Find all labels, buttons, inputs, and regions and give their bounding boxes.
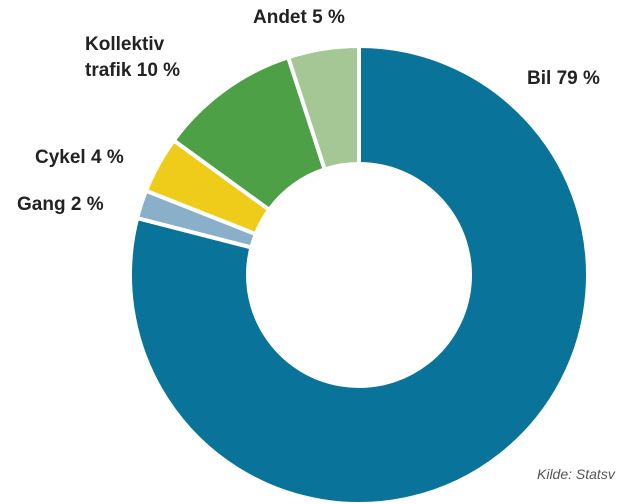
category-label: Cykel bbox=[35, 147, 86, 168]
slice-label: Gang 2 % bbox=[17, 192, 137, 218]
value-label: 10 % bbox=[136, 60, 181, 81]
category-label: Bil bbox=[527, 68, 552, 89]
slice-label: Kollektiv trafik 10 % bbox=[85, 32, 215, 84]
value-label: 2 % bbox=[70, 194, 104, 215]
source: Kilde: Statsv bbox=[537, 466, 615, 482]
category-label: Kollektiv trafik bbox=[85, 34, 165, 81]
value-label: 79 % bbox=[556, 68, 600, 89]
slice-label: Andet 5 % bbox=[253, 5, 383, 31]
slice-label: Cykel 4 % bbox=[35, 145, 155, 171]
slice-label: Bil 79 % bbox=[527, 66, 626, 92]
donut-slice bbox=[128, 43, 590, 504]
category-label: Gang bbox=[17, 194, 66, 215]
value-label: 5 % bbox=[312, 7, 345, 28]
value-label: 4 % bbox=[90, 147, 124, 168]
category-label: Andet bbox=[253, 7, 307, 28]
donut-slice bbox=[285, 43, 361, 172]
